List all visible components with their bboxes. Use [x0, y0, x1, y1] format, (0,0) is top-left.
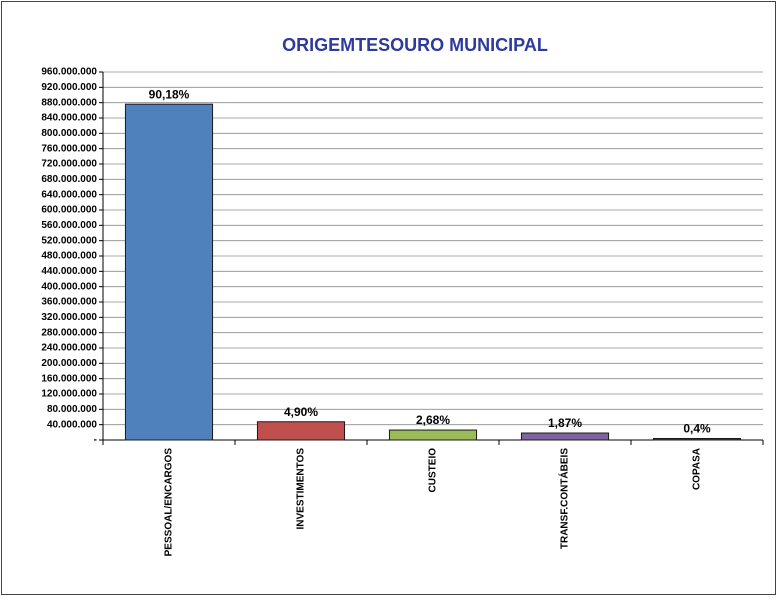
y-tick-label: 120.000.000 — [41, 389, 97, 400]
x-tick-label: INVESTIMENTOS — [296, 448, 307, 530]
y-tick-label: 240.000.000 — [41, 343, 97, 354]
y-tick-label: 480.000.000 — [41, 251, 97, 262]
bar — [652, 438, 742, 441]
x-tick-label: CUSTEIO — [428, 448, 439, 493]
data-label: 1,87% — [548, 416, 582, 430]
y-tick-label: 440.000.000 — [41, 266, 97, 277]
y-tick-label: 680.000.000 — [41, 174, 97, 185]
data-label: 4,90% — [284, 405, 318, 419]
y-tick-label: 840.000.000 — [41, 113, 97, 124]
y-tick-label: 560.000.000 — [41, 220, 97, 231]
y-tick-label: 760.000.000 — [41, 143, 97, 154]
y-tick-label: 720.000.000 — [41, 159, 97, 170]
y-tick-label: 960.000.000 — [41, 67, 97, 78]
y-tick-label: 200.000.000 — [41, 358, 97, 369]
bar — [388, 429, 478, 441]
bar — [256, 421, 346, 441]
bar — [124, 103, 214, 441]
data-label: 2,68% — [416, 413, 450, 427]
data-label: 0,4% — [683, 422, 711, 436]
y-tick-label: 40.000.000 — [47, 419, 97, 430]
x-tick-label: TRANSF.CONTÁBEIS — [558, 448, 571, 549]
y-tick-label: - — [94, 435, 97, 446]
y-tick-label: 80.000.000 — [47, 404, 97, 415]
y-tick-label: 600.000.000 — [41, 205, 97, 216]
y-tick-label: 320.000.000 — [41, 312, 97, 323]
y-tick-label: 800.000.000 — [41, 128, 97, 139]
y-tick-label: 280.000.000 — [41, 327, 97, 338]
chart-title: ORIGEMTESOURO MUNICIPAL — [282, 35, 548, 55]
y-tick-label: 920.000.000 — [41, 82, 97, 93]
y-tick-label: 880.000.000 — [41, 97, 97, 108]
bar — [520, 432, 610, 441]
y-tick-label: 360.000.000 — [41, 297, 97, 308]
x-tick-label: COPASA — [692, 448, 703, 490]
x-tick-label: PESSOAL/ENCARGOS — [164, 448, 175, 557]
y-tick-label: 160.000.000 — [41, 373, 97, 384]
y-tick-label: 520.000.000 — [41, 235, 97, 246]
y-tick-label: 640.000.000 — [41, 189, 97, 200]
data-label: 90,18% — [149, 87, 190, 101]
y-tick-label: 400.000.000 — [41, 281, 97, 292]
